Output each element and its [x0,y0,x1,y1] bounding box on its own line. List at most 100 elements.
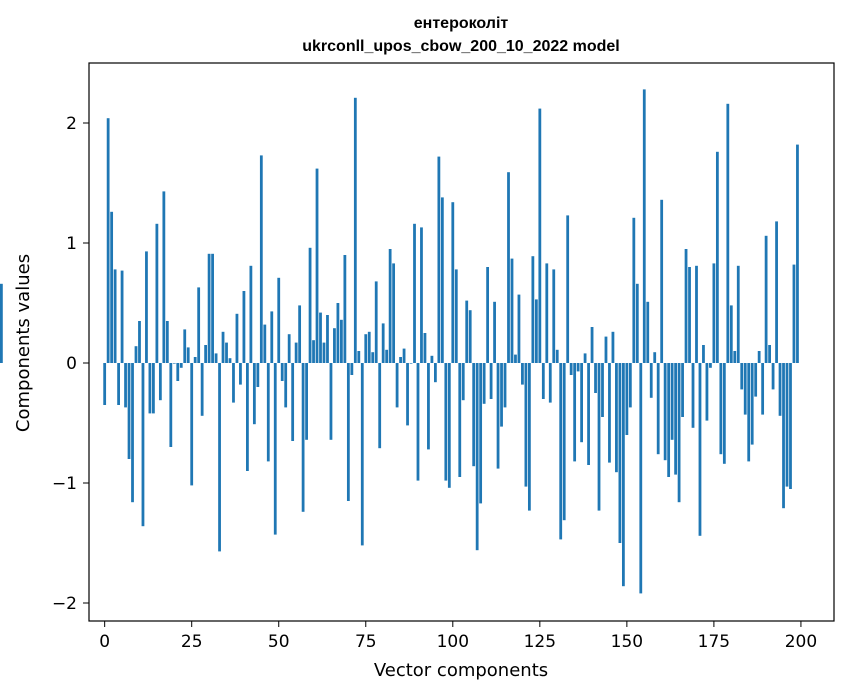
bar [120,270,124,363]
bar [750,363,754,445]
bar [399,357,402,363]
bar [615,363,618,473]
bar [569,363,573,375]
bar [218,363,221,552]
bar [534,299,538,363]
bar [186,347,190,363]
bar [256,363,260,387]
bar [148,363,152,414]
y-tick-label: −1 [52,474,77,494]
plot-frame [88,62,835,622]
bar [200,363,204,416]
bar [670,363,674,440]
x-axis-ticks: 0 25 50 75 100 125 150 175 200 [99,621,817,652]
bar [409,363,413,364]
bar [204,345,208,363]
bar [117,363,120,405]
bar [709,363,712,368]
bar [294,342,298,363]
bar [110,211,114,363]
bar [517,294,521,363]
bar [503,363,507,408]
bar [0,283,3,363]
bar [754,363,758,397]
bar [764,235,768,363]
y-tick-label: 2 [66,114,77,134]
bar [594,363,597,393]
bar [197,287,201,363]
bar [663,363,667,461]
bar [350,363,354,375]
bar [277,277,281,363]
bar [434,363,437,383]
bar [458,363,462,477]
bar [214,353,218,363]
bar [113,269,117,363]
bar [124,363,127,408]
bar [374,281,378,363]
bar [378,363,382,449]
bar [587,363,590,465]
bar [416,363,420,481]
bar [315,168,319,363]
bar [211,253,214,363]
bar [461,363,465,401]
bar [566,215,570,363]
bar [667,363,671,477]
bar [726,103,730,364]
bar [165,321,169,363]
bar [775,221,778,363]
y-axis-label: Components values [13,254,34,432]
bar [193,357,197,363]
x-tick-label: 150 [611,632,643,652]
bar [541,363,545,399]
x-tick-label: 125 [524,632,556,652]
bar [158,363,162,401]
chart-title: ентероколіт [414,15,509,32]
bar [266,363,270,462]
bar [635,283,639,363]
bar [319,312,322,363]
bar [514,354,517,363]
bar [388,249,392,363]
bar [221,331,225,363]
bar [782,363,785,509]
bar [555,349,559,363]
bar [444,363,448,481]
bar [778,363,782,416]
bar [420,227,423,363]
bar [573,363,577,462]
bar [228,358,232,363]
y-tick-label: −2 [52,594,77,614]
bar [312,340,315,363]
bar [465,300,469,363]
bar [743,363,747,415]
bar [454,269,458,363]
bar [225,342,228,363]
bar [691,363,695,428]
bar [430,355,434,363]
bar [127,363,131,459]
bar [639,363,643,594]
bar [524,363,528,487]
bar [242,291,246,363]
bar [677,363,681,503]
bar [322,342,326,363]
bar [106,118,110,363]
bar [367,331,371,363]
bar [628,363,632,408]
bar [527,363,531,511]
bar [406,363,409,426]
bar [590,327,594,363]
bar [702,345,705,363]
x-tick-label: 25 [181,632,203,652]
bar [562,363,566,521]
bar [489,363,493,399]
bar [500,363,503,427]
bar [169,363,173,447]
bar [437,156,441,363]
bar [545,263,549,363]
bar [427,363,430,450]
bar [796,144,799,363]
bar [308,247,312,363]
